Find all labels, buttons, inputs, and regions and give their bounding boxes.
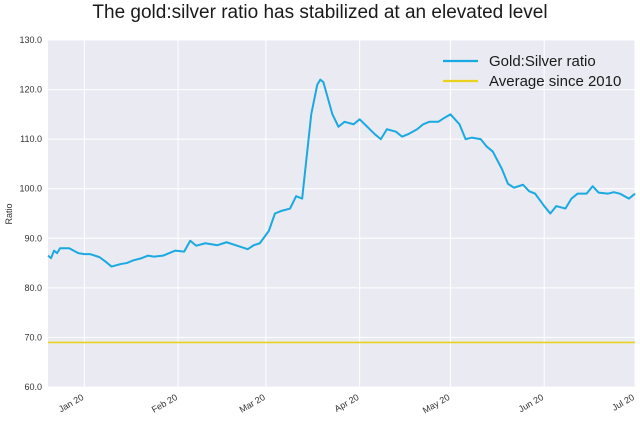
y-axis: 60.0 70.0 80.0 90.0 100.0 110.0 120.0 130.0: [19, 35, 42, 392]
grid: [48, 39, 636, 388]
x-tick-label: Feb 20: [150, 392, 179, 415]
y-tick-label: 100.0: [19, 184, 42, 194]
x-tick-label: Jul 20: [610, 392, 636, 413]
y-tick-label: 80.0: [24, 283, 42, 293]
y-tick-label: 110.0: [20, 134, 42, 144]
x-tick-label: Jan 20: [57, 392, 85, 414]
series-lines: [47, 78, 636, 344]
y-tick-label: 60.0: [24, 382, 42, 392]
chart-title: The gold:silver ratio has stabilized at …: [92, 2, 548, 23]
legend-entry: Gold:Silver ratio: [489, 53, 596, 70]
legend-entry: Average since 2010: [489, 73, 621, 90]
y-tick-label: 130.0: [19, 35, 42, 45]
legend: Gold:Silver ratio Average since 2010: [443, 53, 621, 90]
x-axis: Jan 20 Feb 20 Mar 20 Apr 20 May 20 Jun 20 Jul …: [57, 392, 636, 415]
y-tick-label: 70.0: [24, 332, 42, 342]
series-line-gold-silver-ratio: [47, 78, 636, 268]
y-tick-label: 120.0: [19, 85, 42, 95]
plot-background: [48, 40, 635, 387]
x-tick-label: Jun 20: [517, 392, 545, 414]
x-tick-label: Mar 20: [238, 392, 267, 415]
y-axis-label: Ratio: [4, 203, 14, 224]
x-tick-label: Apr 20: [333, 392, 361, 414]
x-tick-label: May 20: [421, 392, 452, 415]
y-tick-label: 90.0: [24, 233, 42, 243]
